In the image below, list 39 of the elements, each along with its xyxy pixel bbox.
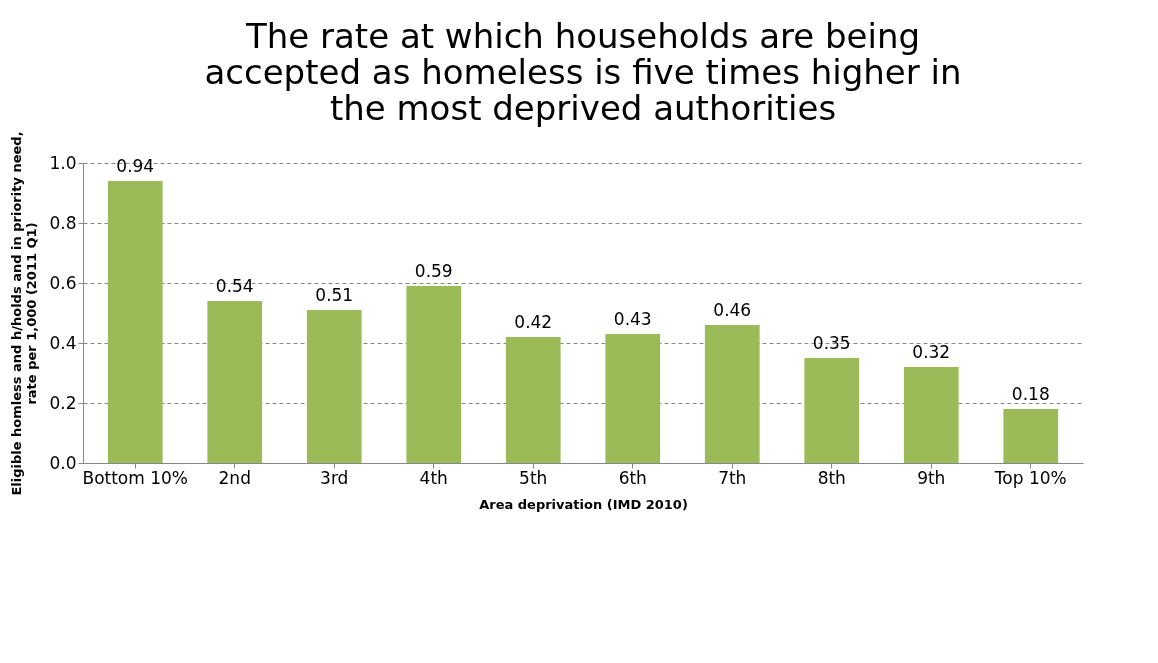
data-label: 0.18 xyxy=(1011,384,1050,404)
bar xyxy=(903,367,959,463)
x-tick-label: 5th xyxy=(519,467,548,488)
bar xyxy=(704,325,760,463)
bar xyxy=(406,286,462,463)
x-tick-label: 4th xyxy=(419,467,448,488)
chart-title: The rate at which households are being accepted as homeless is five times higher in the most deprived authorities xyxy=(204,15,962,128)
x-tick-label: 6th xyxy=(618,467,647,488)
x-tick-label: 8th xyxy=(817,467,846,488)
x-tick-label: 3rd xyxy=(320,467,349,488)
data-label: 0.46 xyxy=(713,300,752,320)
bar xyxy=(306,310,362,463)
data-label: 0.32 xyxy=(912,342,951,362)
y-tick-label: 0.0 xyxy=(49,452,77,473)
data-label: 0.59 xyxy=(414,261,453,281)
x-tick-label: 7th xyxy=(718,467,747,488)
bar xyxy=(207,301,263,463)
bar xyxy=(505,337,561,463)
bar xyxy=(804,358,860,463)
bar xyxy=(1003,409,1059,463)
data-label: 0.35 xyxy=(812,333,851,353)
y-tick-label: 0.4 xyxy=(49,332,77,353)
x-tick-label: 9th xyxy=(917,467,946,488)
y-tick-label: 0.8 xyxy=(49,212,77,233)
x-axis-title: Area deprivation (IMD 2010) xyxy=(479,496,688,512)
data-label: 0.43 xyxy=(613,309,652,329)
x-tick-label: Top 10% xyxy=(993,467,1067,488)
bar xyxy=(107,181,163,463)
data-label: 0.94 xyxy=(116,156,155,176)
data-label: 0.51 xyxy=(315,285,354,305)
bar xyxy=(605,334,661,463)
y-tick-label: 1.0 xyxy=(49,152,77,173)
data-label: 0.42 xyxy=(514,312,553,332)
x-tick-label: Bottom 10% xyxy=(82,467,189,488)
data-label: 0.54 xyxy=(215,276,254,296)
x-tick-label: 2nd xyxy=(218,467,251,488)
y-tick-label: 0.6 xyxy=(49,272,77,293)
y-tick-label: 0.2 xyxy=(49,392,77,413)
y-axis-title: Eligible homless and h/holds and in priority need, rate per 1,000 (2011 Q1) xyxy=(9,131,40,496)
